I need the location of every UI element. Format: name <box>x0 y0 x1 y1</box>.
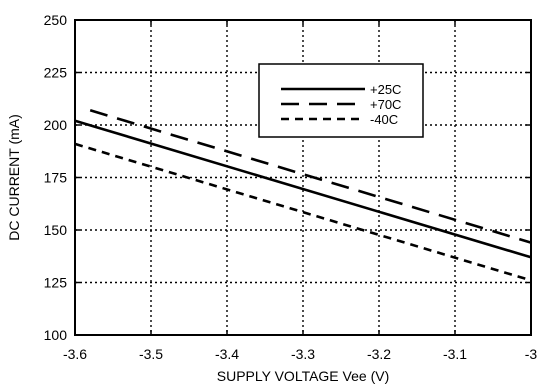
y-tick-label: 175 <box>44 170 68 186</box>
x-tick-label: -3.1 <box>443 346 467 362</box>
legend-label: +70C <box>370 97 401 112</box>
series-line <box>74 119 532 259</box>
series-line <box>89 109 532 244</box>
y-axis-label: DC CURRENT (mA) <box>6 114 22 241</box>
x-tick-label: -3.2 <box>367 346 391 362</box>
x-tick-label: -3 <box>525 346 538 362</box>
x-tick-label: -3.4 <box>215 346 239 362</box>
y-tick-label: 100 <box>44 327 68 343</box>
y-tick-label: 225 <box>44 65 68 81</box>
axis-ticks <box>74 19 532 336</box>
legend-label: -40C <box>370 112 398 127</box>
x-tick-label: -3.6 <box>63 346 87 362</box>
x-axis-label: SUPPLY VOLTAGE Vee (V) <box>217 368 389 384</box>
y-tick-label: 125 <box>44 275 68 291</box>
legend: +25C+70C-40C <box>258 63 424 138</box>
legend-box <box>258 63 424 138</box>
y-tick-label: 200 <box>44 117 68 133</box>
grid <box>75 20 531 335</box>
y-tick-labels: 100 125 150 175 200 225 250 <box>44 12 68 343</box>
x-tick-label: -3.3 <box>291 346 315 362</box>
x-tick-label: -3.5 <box>139 346 163 362</box>
series-line <box>74 142 532 282</box>
y-tick-label: 250 <box>44 12 68 28</box>
legend-label: +25C <box>370 82 401 97</box>
y-tick-label: 150 <box>44 222 68 238</box>
series-lines <box>74 109 532 282</box>
x-tick-labels: -3.6 -3.5 -3.4 -3.3 -3.2 -3.1 -3 <box>63 346 537 362</box>
